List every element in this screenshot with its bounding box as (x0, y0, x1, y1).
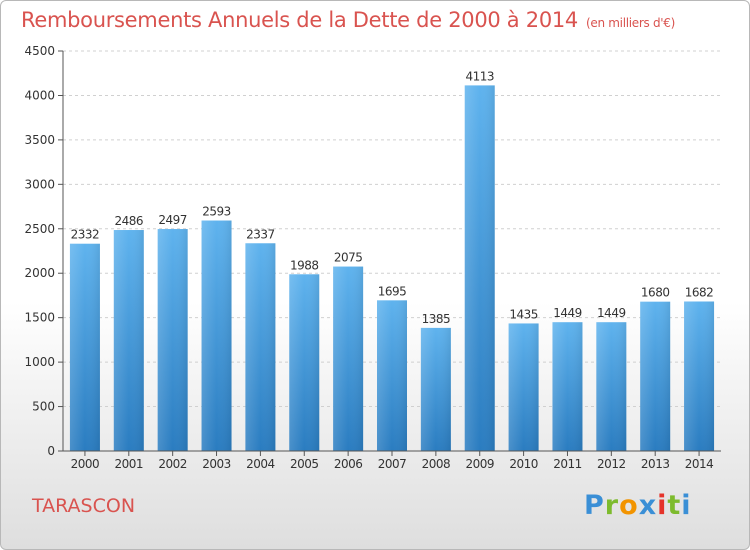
y-tick-label: 2000 (24, 266, 55, 280)
x-tick-label: 2012 (597, 457, 626, 471)
data-label: 1682 (685, 285, 714, 299)
bar-shine (596, 322, 627, 451)
data-label: 1988 (290, 258, 319, 272)
y-tick-label: 3000 (24, 177, 55, 191)
y-tick-label: 1500 (24, 311, 55, 325)
y-tick-label: 500 (32, 400, 55, 414)
bar-shine (464, 85, 495, 452)
data-label: 1680 (641, 286, 670, 300)
x-tick-label: 2002 (158, 457, 187, 471)
bar-shine (420, 327, 451, 451)
logo-letter: i (657, 490, 668, 521)
logo-letter: x (638, 490, 658, 521)
x-tick-label: 2007 (378, 457, 407, 471)
bar-shine (552, 322, 583, 451)
chart-title-text: Remboursements Annuels de la Dette de 20… (21, 8, 578, 32)
data-label: 2337 (246, 227, 275, 241)
logo-letter: i (681, 490, 692, 521)
bar-shine (289, 274, 320, 451)
x-tick-label: 2013 (641, 457, 670, 471)
data-label: 2075 (334, 251, 363, 265)
data-label: 2593 (202, 205, 231, 219)
logo-letter: r (604, 490, 620, 521)
x-tick-label: 2008 (422, 457, 451, 471)
chart-subtitle: (en milliers d'€) (586, 16, 676, 30)
x-tick-label: 2009 (465, 457, 494, 471)
city-name: TARASCON (32, 495, 136, 517)
bar-shine (377, 300, 407, 451)
bar-shine (69, 243, 100, 451)
data-label: 2486 (115, 214, 144, 228)
bar-shine (508, 323, 539, 451)
x-tick-label: 2003 (202, 457, 231, 471)
y-tick-label: 1000 (24, 355, 55, 369)
y-tick-label: 4500 (24, 44, 55, 58)
y-tick-label: 4000 (24, 88, 55, 102)
logo-letter: o (619, 490, 639, 521)
x-tick-label: 2004 (246, 457, 275, 471)
x-tick-label: 2005 (290, 457, 319, 471)
bar-shine (333, 266, 364, 451)
bar-shine (640, 301, 671, 451)
data-label: 1449 (553, 306, 582, 320)
data-label: 1695 (378, 284, 407, 298)
bar-shine (113, 230, 144, 451)
y-tick-label: 2500 (24, 222, 55, 236)
y-tick-label: 0 (47, 444, 55, 458)
x-tick-label: 2000 (71, 457, 100, 471)
data-label: 2497 (158, 213, 187, 227)
bar-shine (684, 301, 715, 451)
x-tick-label: 2014 (685, 457, 714, 471)
data-label: 4113 (465, 69, 494, 83)
x-tick-label: 2001 (115, 457, 144, 471)
x-tick-label: 2010 (509, 457, 538, 471)
data-label: 2332 (71, 228, 100, 242)
data-label: 1449 (597, 306, 626, 320)
y-tick-label: 3500 (24, 133, 55, 147)
logo-letter: P (584, 490, 605, 521)
x-tick-label: 2006 (334, 457, 363, 471)
bar-shine (201, 220, 232, 451)
proxiti-logo[interactable]: Proxiti (584, 490, 692, 521)
logo-letter: t (667, 490, 682, 521)
bar-shine (157, 229, 188, 451)
x-tick-label: 2011 (553, 457, 582, 471)
data-label: 1435 (509, 307, 538, 321)
bar-shine (245, 243, 276, 451)
data-label: 1385 (422, 312, 451, 326)
chart-title: Remboursements Annuels de la Dette de 20… (21, 8, 675, 32)
